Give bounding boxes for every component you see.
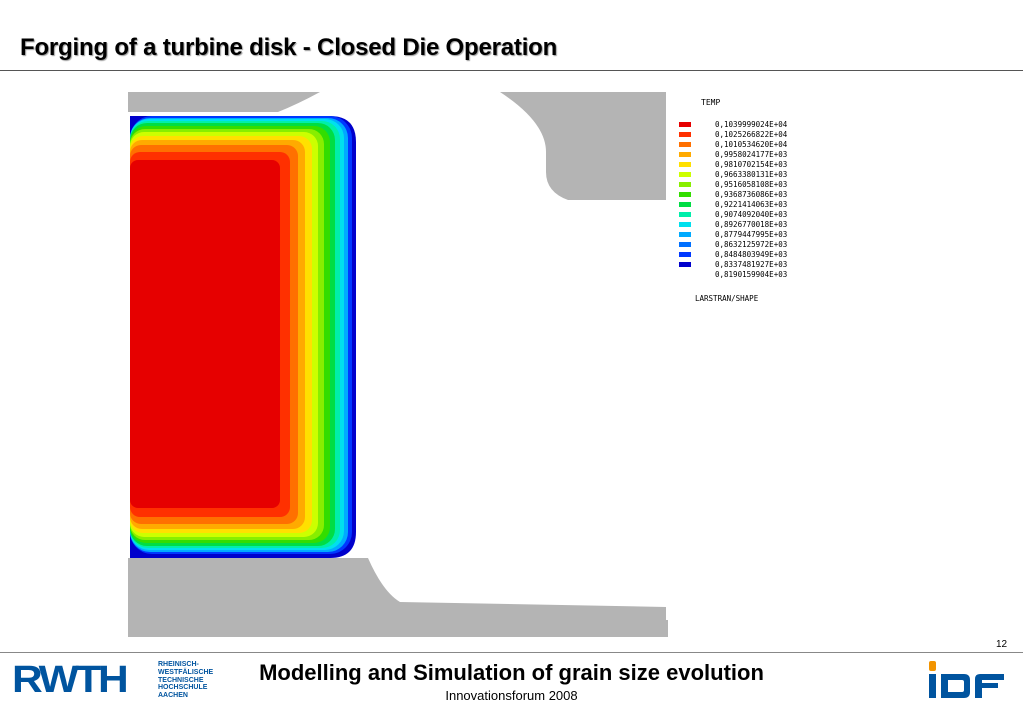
legend-label: 0,9368736086E+03 [715,190,788,199]
legend-entry: 0,1010534620E+04 [677,140,817,150]
legend-entry: 0,9074092040E+03 [677,210,817,220]
legend-entry: 0,8484803949E+03 [677,250,817,260]
legend-label: 0,1010534620E+04 [715,140,788,149]
legend-entry: 0,9221414063E+03 [677,200,817,210]
legend-swatch [679,232,691,237]
title-divider [0,70,1023,71]
legend-swatch [679,142,691,147]
legend-entry: 0,8779447995E+03 [677,230,817,240]
legend-label: 0,1039999024E+04 [715,120,788,129]
legend-label: 0,8484803949E+03 [715,250,788,259]
slide-title: Forging of a turbine disk - Closed Die O… [20,34,558,61]
legend-entry: 0,9368736086E+03 [677,190,817,200]
legend-swatch [679,272,691,277]
ibf-logo-i [929,674,936,698]
footer-title: Modelling and Simulation of grain size e… [259,660,764,685]
legend-entry: 0,9516058108E+03 [677,180,817,190]
legend-entry: 0,8190159904E+03 [677,270,817,280]
legend-entry: 0,1039999024E+04 [677,120,817,130]
legend-swatch [679,182,691,187]
upper-die-right [500,92,666,200]
legend-swatch [679,262,691,267]
legend-swatch [679,242,691,247]
legend-label: 0,9958024177E+03 [715,150,788,159]
legend-label: 0,8779447995E+03 [715,230,788,239]
legend-entry: 0,8632125972E+03 [677,240,817,250]
page-number: 12 [996,639,1008,650]
ibf-logo [929,661,1004,698]
rwth-logo: RWTH RHEINISCH- WESTFÄLISCHE TECHNISCHE … [12,661,232,699]
legend-swatch [679,132,691,137]
footer-divider [0,652,1023,653]
legend-entry: 0,8337481927E+03 [677,260,817,270]
legend-label: 0,8190159904E+03 [715,270,788,279]
footer-subtitle: Innovationsforum 2008 [445,688,578,703]
legend-swatch [679,222,691,227]
legend-source: LARSTRAN/SHAPE [695,294,759,303]
legend-entry: 0,1025266822E+04 [677,130,817,140]
upper-die [128,92,320,112]
ibf-logo-f [975,674,1004,698]
ibf-logo-b [941,674,970,698]
legend-swatch [679,162,691,167]
legend-swatch [679,252,691,257]
lower-die [128,558,668,637]
legend-entry: 0,9663380131E+03 [677,170,817,180]
legend-label: 0,8632125972E+03 [715,240,788,249]
legend-swatch [679,202,691,207]
legend-swatch [679,152,691,157]
legend-label: 0,9074092040E+03 [715,210,788,219]
billet-temperature-field [130,116,356,558]
legend-label: 0,9663380131E+03 [715,170,788,179]
legend-label: 0,9516058108E+03 [715,180,788,189]
legend-swatch [679,122,691,127]
legend-swatch [679,212,691,217]
legend-swatch [679,192,691,197]
ibf-logo-dot [929,661,936,671]
legend-swatch [679,172,691,177]
legend-entry: 0,9958024177E+03 [677,150,817,160]
legend-label: 0,8337481927E+03 [715,260,788,269]
legend-title: TEMP [701,98,721,107]
legend-entry: 0,8926770018E+03 [677,220,817,230]
rwth-logo-subtitle: RHEINISCH- WESTFÄLISCHE TECHNISCHE HOCHS… [158,661,214,700]
legend-label: 0,9810702154E+03 [715,160,788,169]
legend-entry: 0,9810702154E+03 [677,160,817,170]
forging-simulation-figure [128,92,668,637]
legend-label: 0,8926770018E+03 [715,220,788,229]
rwth-logo-mark: RWTH [12,659,129,701]
legend-label: 0,1025266822E+04 [715,130,788,139]
legend-label: 0,9221414063E+03 [715,200,788,209]
